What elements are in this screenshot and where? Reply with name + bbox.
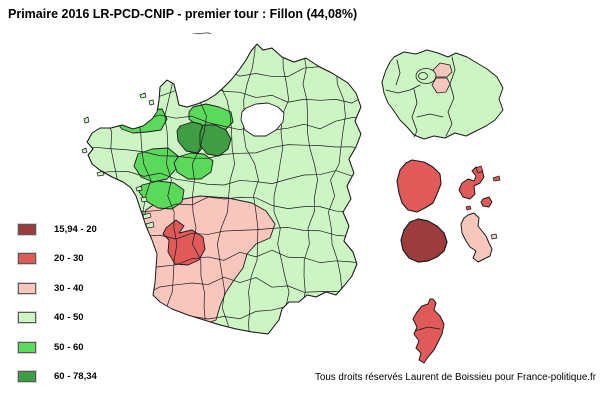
sea-mask xyxy=(78,34,374,386)
map-region-vendee xyxy=(138,180,185,210)
map-region-guadeloupe xyxy=(458,166,485,200)
legend-swatch xyxy=(18,341,36,353)
department-border xyxy=(411,88,418,138)
department-border xyxy=(243,35,259,357)
island xyxy=(83,116,90,124)
idf-cutout xyxy=(240,102,285,137)
map-region-martinique xyxy=(460,212,493,263)
legend-item: 30 - 40 xyxy=(18,282,97,294)
map-region-gironde xyxy=(162,219,206,266)
legend-item: 60 - 78,34 xyxy=(18,371,97,382)
department-border xyxy=(162,35,178,357)
page-title: Primaire 2016 LR-PCD-CNIP - premier tour… xyxy=(8,7,358,21)
map-region-la-reunion xyxy=(400,218,448,263)
department-border xyxy=(79,169,369,186)
guadeloupe-islet xyxy=(465,205,472,211)
coastline xyxy=(86,43,362,335)
island xyxy=(140,196,148,203)
guadeloupe-islet xyxy=(492,175,501,182)
island xyxy=(135,185,143,192)
legend-label: 60 - 78,34 xyxy=(54,371,97,382)
map-region-corse xyxy=(412,298,445,364)
legend-item: 40 - 50 xyxy=(18,312,97,323)
department-border xyxy=(416,113,444,118)
department-border xyxy=(273,35,290,357)
legend-label: 15,94 - 20 xyxy=(54,223,97,235)
legend-label: 50 - 60 xyxy=(54,341,84,353)
department-border xyxy=(445,56,456,137)
department-border xyxy=(414,326,441,332)
map-region-sarthe xyxy=(199,124,232,157)
legend-label: 40 - 50 xyxy=(54,312,84,323)
paris-ring xyxy=(418,72,428,80)
map-region-val-de-marne xyxy=(431,77,451,94)
legend-swatch xyxy=(18,253,36,264)
department-border xyxy=(79,144,369,159)
map-region-mayotte xyxy=(480,196,493,208)
copyright-text: Tous droits réservés Laurent de Boissieu… xyxy=(315,372,596,383)
legend-label: 30 - 40 xyxy=(54,282,84,294)
department-border xyxy=(385,84,421,94)
map-region-mayenne xyxy=(176,121,207,154)
legend-item: 50 - 60 xyxy=(18,341,97,353)
guadeloupe-islet xyxy=(475,165,484,174)
legend-swatch xyxy=(18,223,36,235)
island xyxy=(139,92,147,99)
map-region-paris xyxy=(415,68,437,84)
martinique-islet xyxy=(490,233,498,240)
legend-label: 20 - 30 xyxy=(54,253,84,264)
legend-swatch xyxy=(18,371,36,382)
island xyxy=(148,99,155,106)
legend-swatch xyxy=(18,312,36,323)
department-border xyxy=(395,59,401,86)
legend-item: 20 - 30 xyxy=(18,253,97,264)
legend: 15,94 - 20 20 - 30 30 - 40 40 - 50 50 - 60 60… xyxy=(18,223,97,400)
legend-swatch xyxy=(18,282,36,294)
island xyxy=(81,147,88,154)
legend-item: 15,94 - 20 xyxy=(18,223,97,235)
map-region-guyane xyxy=(396,159,442,213)
